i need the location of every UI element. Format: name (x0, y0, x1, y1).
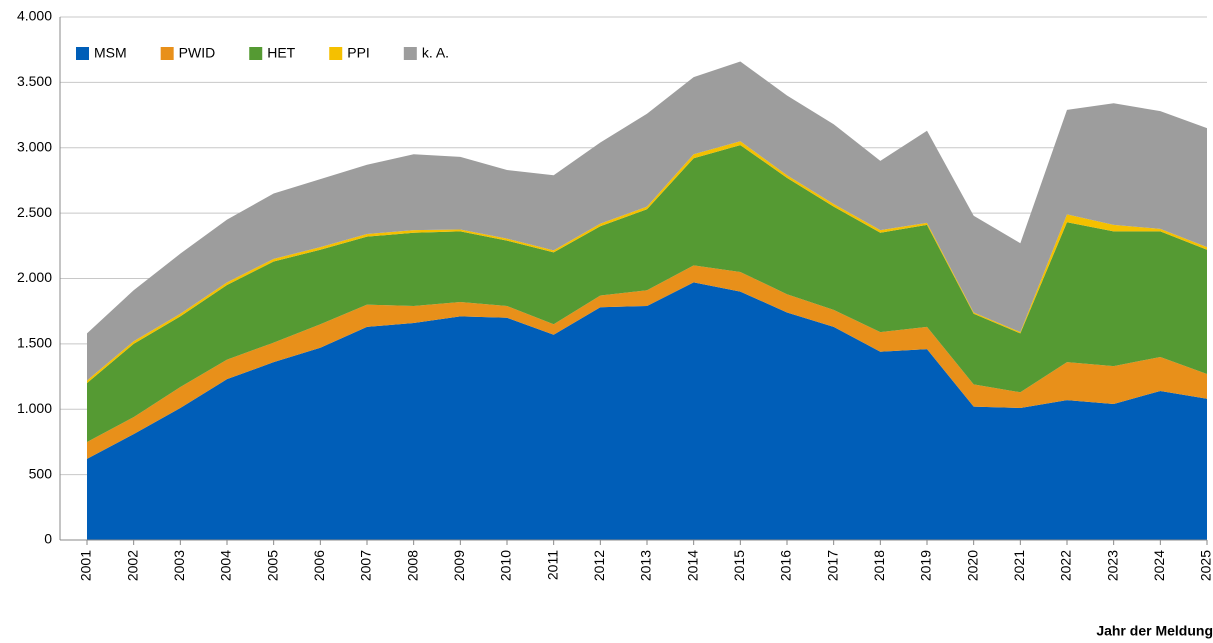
legend-swatch (249, 47, 263, 60)
x-tick-label: 2013 (638, 550, 654, 581)
legend-swatch (76, 47, 89, 60)
x-tick-label: 2010 (498, 550, 514, 581)
x-tick-label: 2007 (358, 550, 374, 581)
area (87, 282, 1207, 540)
x-axis-title: Jahr der Meldung (1096, 623, 1213, 639)
legend-label: PPI (347, 45, 370, 61)
x-tick-label: 2016 (778, 550, 794, 581)
x-tick-label: 2012 (591, 550, 607, 581)
x-tick-label: 2018 (871, 550, 887, 581)
x-tick-label: 2001 (78, 550, 94, 581)
y-tick-label: 2.500 (17, 204, 52, 220)
legend-label: HET (267, 45, 295, 61)
legend-label: MSM (94, 45, 127, 61)
area (87, 61, 1207, 381)
x-tick-label: 2015 (731, 550, 747, 581)
legend-label: PWID (179, 45, 216, 61)
x-tick-label: 2011 (544, 550, 560, 580)
y-tick-label: 1.000 (17, 400, 52, 416)
y-tick-label: 3.000 (17, 138, 52, 154)
x-tick-label: 2004 (218, 550, 234, 581)
legend-swatch (160, 47, 174, 60)
legend-label: k. A. (422, 45, 449, 61)
y-tick-label: 2.000 (17, 269, 52, 285)
y-tick-label: 3.500 (17, 73, 52, 89)
area (87, 145, 1207, 442)
x-tick-label: 2017 (824, 550, 840, 581)
x-tick-label: 2025 (1198, 550, 1213, 581)
x-tick-label: 2005 (264, 550, 280, 581)
x-tick-label: 2009 (451, 550, 467, 581)
y-tick-label: 1.500 (17, 335, 52, 351)
y-tick-label: 4.000 (17, 8, 52, 24)
x-tick-label: 2022 (1058, 550, 1074, 581)
x-tick-label: 2006 (311, 550, 327, 581)
x-tick-label: 2014 (684, 550, 700, 581)
y-tick-label: 0 (44, 531, 52, 547)
x-tick-label: 2002 (124, 550, 140, 581)
x-tick-label: 2008 (404, 550, 420, 581)
x-tick-label: 2024 (1151, 550, 1167, 581)
legend-swatch (329, 47, 343, 60)
area (87, 265, 1207, 459)
x-tick-label: 2020 (964, 550, 980, 581)
x-tick-label: 2019 (918, 550, 934, 581)
y-tick-label: 500 (29, 465, 53, 481)
legend-swatch (403, 47, 417, 60)
x-tick-label: 2003 (171, 550, 187, 581)
x-tick-label: 2023 (1104, 550, 1120, 581)
x-tick-label: 2021 (1011, 550, 1027, 581)
